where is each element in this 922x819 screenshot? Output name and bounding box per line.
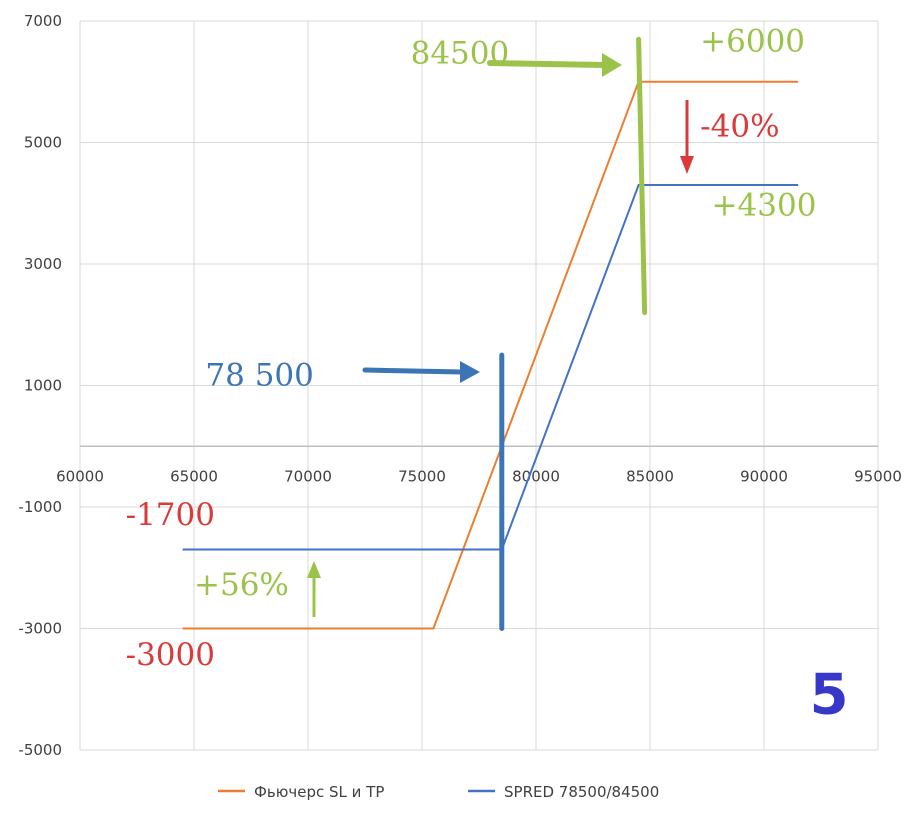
ann-minus40: -40% xyxy=(700,108,779,144)
marker-lines xyxy=(499,36,648,631)
y-tick-6: -5000 xyxy=(18,741,62,759)
ann-minus3000: -3000 xyxy=(126,637,215,673)
y-tick-labels: 7000 5000 3000 1000 -1000 -3000 -5000 xyxy=(18,12,62,759)
ann-78500: 78 500 xyxy=(205,358,313,394)
legend-label-futures: Фьючерс SL и TP xyxy=(254,783,384,801)
ann-84500: 84500 xyxy=(411,36,510,72)
arrowhead-78500 xyxy=(460,361,480,383)
x-tick-2: 70000 xyxy=(284,467,332,485)
series-line-0 xyxy=(182,80,799,630)
x-tick-labels: 60000 65000 70000 75000 80000 85000 90000 95000 xyxy=(56,467,902,485)
y-tick-2: 3000 xyxy=(24,255,62,273)
arrow-to-84500 xyxy=(487,60,608,68)
x-tick-4: 80000 xyxy=(512,467,560,485)
ann-plus4300: +4300 xyxy=(712,187,817,223)
arrow-to-78500 xyxy=(362,367,465,375)
arrowhead-84500 xyxy=(602,53,622,77)
vline-84500 xyxy=(636,36,648,316)
annotation-arrows xyxy=(307,53,694,617)
legend: Фьючерс SL и TP SPRED 78500/84500 xyxy=(218,783,659,801)
ann-5: 5 xyxy=(810,663,849,728)
legend-label-spread: SPRED 78500/84500 xyxy=(504,783,659,801)
x-tick-0: 60000 xyxy=(56,467,104,485)
y-tick-0: 7000 xyxy=(24,12,62,30)
y-tick-5: -3000 xyxy=(18,620,62,638)
x-tick-3: 75000 xyxy=(398,467,446,485)
x-tick-1: 65000 xyxy=(170,467,218,485)
ann-plus6000: +6000 xyxy=(700,23,805,59)
ann-minus1700: -1700 xyxy=(126,497,215,533)
arrowhead-up-green xyxy=(307,561,321,578)
y-tick-4: -1000 xyxy=(18,498,62,516)
ann-plus56: +56% xyxy=(194,567,289,603)
annotations: 84500 +6000 -40% +4300 78 500 -1700 +56% -3000 5 xyxy=(126,23,849,727)
series-line-1 xyxy=(182,184,799,551)
y-tick-3: 1000 xyxy=(24,377,62,395)
x-tick-6: 90000 xyxy=(740,467,788,485)
arrowhead-down-red xyxy=(680,156,694,174)
series-lines xyxy=(182,80,799,630)
x-tick-7: 95000 xyxy=(854,467,902,485)
x-tick-5: 85000 xyxy=(626,467,674,485)
y-tick-1: 5000 xyxy=(24,134,62,152)
